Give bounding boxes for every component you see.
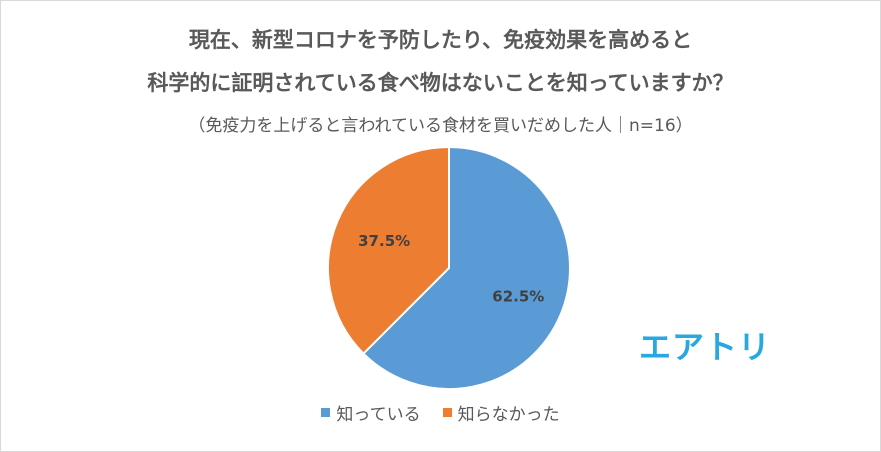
chart-legend: 知っている 知らなかった — [0, 400, 881, 425]
chart-subtitle: （免疫力を上げると言われている食材を買いだめした人｜n=16） — [188, 116, 693, 136]
chart-title-line1: 現在、新型コロナを予防したり、免疫効果を高めると — [188, 28, 693, 52]
legend-item-knew: 知っている — [321, 400, 421, 425]
airtrip-logo: エアトリ — [639, 328, 772, 366]
legend-swatch-didnt-know — [442, 408, 452, 417]
pie-slice-knew — [362, 145, 571, 390]
chart-title-line2: 科学的に証明されている食べ物はないことを知っていますか？ — [147, 71, 734, 95]
legend-label-knew: 知っている — [336, 405, 421, 425]
data-label-knew: 62.5% — [492, 288, 544, 306]
data-label-didnt-know: 37.5% — [358, 232, 410, 250]
legend-label-didnt-know: 知らなかった — [457, 405, 560, 425]
pie-slice-didnt-know — [327, 145, 450, 355]
legend-swatch-knew — [321, 408, 331, 417]
legend-item-didnt-know: 知らなかった — [442, 400, 560, 425]
